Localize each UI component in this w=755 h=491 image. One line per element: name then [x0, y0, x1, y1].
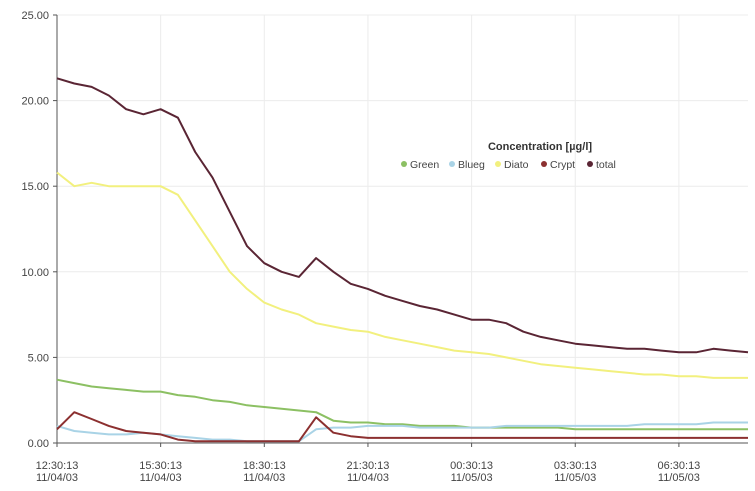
x-tick-label: 21:30:13 11/04/03 [347, 460, 390, 484]
x-tick-label: 12:30:13 11/04/03 [36, 460, 79, 484]
legend-label: Green [410, 159, 439, 171]
x-tick-label: 18:30:13 11/04/03 [243, 460, 286, 484]
y-tick-label: 20.00 [21, 96, 49, 108]
legend-title: Concentration [µg/l] [488, 141, 592, 153]
x-tick-label: 06:30:13 11/05/03 [657, 460, 700, 484]
legend-label: Diato [504, 159, 529, 171]
series-line [56, 411, 748, 443]
y-tick-label: 5.00 [28, 352, 49, 364]
legend-swatch [401, 161, 407, 167]
series-line [56, 77, 749, 354]
legend-swatch [495, 161, 501, 167]
series-line [56, 378, 748, 431]
x-tick-label: 03:30:13 11/05/03 [554, 460, 597, 484]
legend-swatch [587, 161, 593, 167]
legend-swatch [541, 161, 547, 167]
legend-label: Blueg [458, 159, 485, 171]
series-line [56, 171, 748, 379]
x-tick-label: 15:30:13 11/04/03 [139, 460, 182, 484]
series-line [56, 421, 748, 443]
x-tick-label: 00:30:13 11/05/03 [450, 460, 493, 484]
legend-label: Crypt [550, 159, 575, 171]
legend-swatch [449, 161, 455, 167]
y-tick-label: 25.00 [21, 10, 49, 22]
legend-label: total [596, 159, 616, 171]
y-tick-label: 15.00 [21, 181, 49, 193]
y-tick-label: 0.00 [28, 438, 49, 450]
y-tick-label: 10.00 [21, 267, 49, 279]
